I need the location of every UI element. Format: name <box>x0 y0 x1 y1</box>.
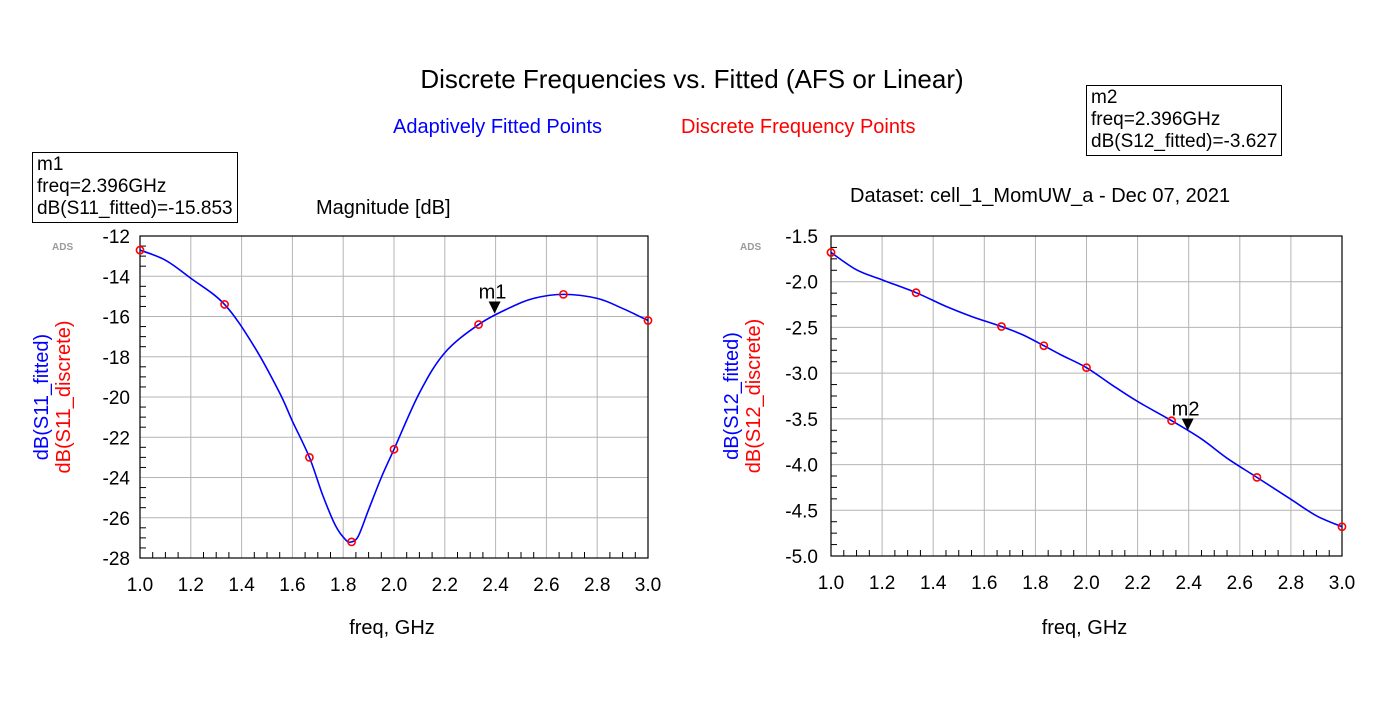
plot2-x-tick-label: 1.2 <box>869 573 895 594</box>
plot1-marker-label: m1 <box>479 282 507 304</box>
plot1-frame <box>139 235 649 559</box>
plot2-discrete-point <box>1337 522 1347 532</box>
plot2-x-tick-label: 1.8 <box>1022 573 1048 594</box>
plot1-series-fitted-line <box>139 249 649 544</box>
plot2-frame <box>830 235 1343 557</box>
plot2-y-tick-label: -4.0 <box>785 456 818 477</box>
plot1-x-tick-label: 2.0 <box>381 575 407 596</box>
right-plot-title: Dataset: cell_1_MomUW_a - Dec 07, 2021 <box>850 185 1231 207</box>
plot1-y-axis-label-fitted: dB(S11_fitted) <box>31 334 53 460</box>
plot1-x-tick-label: 2.6 <box>533 575 559 596</box>
legend-discrete: Discrete Frequency Points <box>681 116 916 138</box>
plot1-x-axis-label: freq, GHz <box>349 617 435 639</box>
plot2-discrete-point <box>826 248 836 257</box>
plot1-ads-watermark: ADS <box>52 242 73 253</box>
plot2-y-tick-label: -4.5 <box>785 501 818 522</box>
marker-readout-m2-freq: freq=2.396GHz <box>1091 109 1221 130</box>
plot2-x-tick-label: 2.6 <box>1227 573 1253 594</box>
plot2-ads-watermark: ADS <box>740 242 761 253</box>
plot1-y-axis-label-discrete: dB(S11_discrete) <box>53 320 75 473</box>
plot1-x-tick-label: 1.8 <box>330 575 356 596</box>
marker-readout-m2-value: dB(S12_fitted)=-3.627 <box>1091 131 1278 152</box>
plot2-x-tick-label: 2.0 <box>1073 573 1099 594</box>
plot2-y-tick-label: -5.0 <box>785 547 818 568</box>
plot1-y-tick-label: -24 <box>103 469 131 490</box>
plot1-x-tick-label: 1.6 <box>279 575 305 596</box>
plot1-x-tick-label: 1.2 <box>178 575 204 596</box>
plot2-x-tick-label: 2.2 <box>1124 573 1150 594</box>
plot1-y-tick-label: -22 <box>103 428 130 449</box>
plot1-x-tick-label: 1.0 <box>127 575 153 596</box>
plot1-y-tick-label: -18 <box>103 348 130 369</box>
plot2-discrete-point <box>1252 472 1262 482</box>
plot2-marker-label: m2 <box>1172 398 1200 420</box>
plot2-x-tick-label: 2.8 <box>1278 573 1304 594</box>
marker-readout-m2[interactable]: m2 freq=2.396GHz dB(S12_fitted)=-3.627 <box>1086 85 1283 156</box>
plot1-x-tick-label: 2.2 <box>432 575 458 596</box>
right-plot-s12: 1.0 1.2 1.4 1.6 1.8 2.0 2.2 2.4 2.6 2.8 3.0 -1.5 -2.… <box>721 227 1355 639</box>
plot2-discrete-point <box>997 322 1006 331</box>
plot2-x-tick-label: 1.0 <box>818 573 844 594</box>
plot2-y-tick-label: -3.0 <box>785 364 818 385</box>
left-plot-title: Magnitude [dB] <box>316 197 451 219</box>
legend-fitted: Adaptively Fitted Points <box>393 116 602 138</box>
plot1-discrete-point <box>347 537 356 547</box>
plot2-y-tick-label: -3.5 <box>785 410 818 431</box>
plot1-x-tick-label: 1.4 <box>228 575 255 596</box>
plot1-discrete-point <box>643 316 653 325</box>
plot2-discrete-point <box>1082 363 1091 373</box>
plot2-discrete-point <box>911 288 921 298</box>
plot2-x-tick-label: 2.4 <box>1175 573 1202 594</box>
marker-readout-m1-value: dB(S11_fitted)=-15.853 <box>37 198 233 219</box>
plot2-discrete-point <box>1167 416 1176 426</box>
plot2-x-tick-label: 1.4 <box>920 573 947 594</box>
plot2-y-tick-label: -2.0 <box>785 273 818 294</box>
plot2-y-tick-label: -2.5 <box>785 318 818 339</box>
marker-readout-m1-freq: freq=2.396GHz <box>37 176 167 197</box>
marker-readout-m2-name: m2 <box>1091 87 1118 108</box>
plot1-marker-triangle <box>488 301 501 314</box>
plot1-discrete-point <box>305 452 314 462</box>
plot1-x-tick-label: 3.0 <box>635 575 661 596</box>
chart-title: Discrete Frequencies vs. Fitted (AFS or … <box>420 64 964 94</box>
plot1-y-tick-label: -12 <box>103 227 130 248</box>
plot2-y-axis-label-fitted: dB(S12_fitted) <box>721 332 743 460</box>
plot1-discrete-point <box>135 245 145 255</box>
plot2-x-axis-label: freq, GHz <box>1042 617 1128 639</box>
plot1-y-tick-label: -16 <box>103 308 130 329</box>
plot1-y-tick-label: -20 <box>103 388 130 409</box>
plot1-discrete-point <box>389 444 399 454</box>
plot2-x-tick-label: 1.6 <box>971 573 997 594</box>
plot2-y-tick-label: -1.5 <box>785 227 818 248</box>
plot1-x-tick-label: 2.8 <box>584 575 610 596</box>
marker-readout-m1[interactable]: m1 freq=2.396GHz dB(S11_fitted)=-15.853 <box>32 152 238 223</box>
marker-readout-m1-name: m1 <box>37 154 64 175</box>
plot1-discrete-point <box>474 320 483 329</box>
plot2-x-tick-label: 3.0 <box>1329 573 1355 594</box>
plot1-y-tick-label: -28 <box>103 549 130 570</box>
plot1-discrete-point <box>559 289 568 299</box>
plot1-y-tick-label: -14 <box>103 267 131 288</box>
plot2-y-axis-label-discrete: dB(S12_discrete) <box>743 319 765 474</box>
plot1-x-tick-label: 2.4 <box>482 575 509 596</box>
plot2-marker-triangle <box>1181 418 1194 431</box>
left-plot-s11: 1.0 1.2 1.4 1.6 1.8 2.0 2.2 2.4 2.6 2.8 3.0 -12 -14 -… <box>31 227 661 639</box>
plot1-y-tick-label: -26 <box>103 509 130 530</box>
plot2-discrete-point <box>1039 341 1049 351</box>
plot1-discrete-point <box>220 300 229 309</box>
